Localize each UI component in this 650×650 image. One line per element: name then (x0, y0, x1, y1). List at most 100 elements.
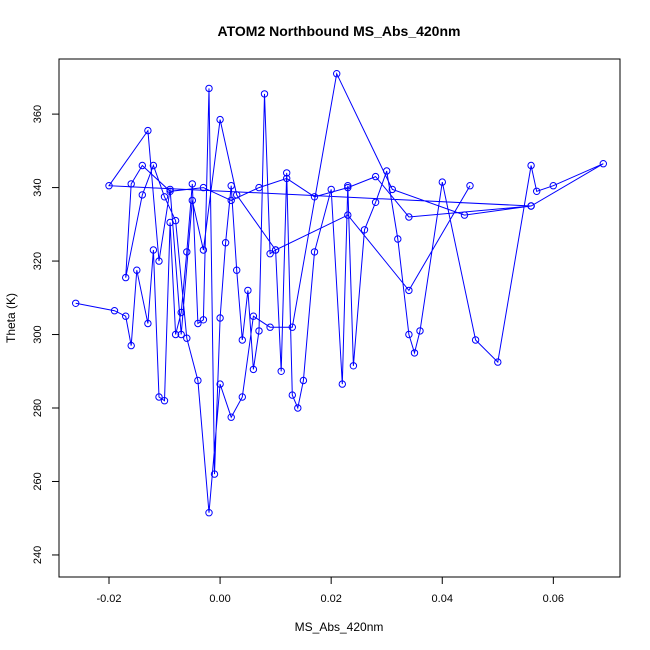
data-point (183, 248, 191, 256)
data-point (166, 185, 174, 194)
data-point (227, 182, 235, 190)
x-tick-label: 0.06 (543, 593, 564, 605)
data-point (160, 193, 169, 201)
data-point (255, 183, 263, 192)
data-point (288, 323, 296, 331)
data-point (344, 211, 352, 219)
data-point (210, 470, 219, 478)
data-point (216, 314, 224, 322)
data-point (194, 319, 202, 328)
data-point (205, 84, 213, 93)
data-point (344, 183, 352, 192)
data-point (438, 178, 446, 186)
data-point (216, 115, 224, 124)
data-point (549, 182, 557, 190)
data-point (216, 380, 224, 388)
data-point (288, 391, 296, 399)
data-point (344, 182, 352, 190)
data-point (110, 307, 119, 315)
data-point (494, 358, 502, 366)
data-point (177, 308, 185, 317)
data-point (349, 362, 358, 370)
data-point (371, 198, 380, 207)
data-point (310, 193, 319, 201)
data-point (144, 126, 152, 135)
data-point (233, 191, 241, 199)
data-point (360, 226, 369, 234)
data-point (283, 174, 291, 183)
data-point (160, 397, 169, 405)
y-tick-label: 240 (32, 546, 44, 564)
data-point (127, 180, 135, 188)
data-point (371, 172, 380, 181)
data-point (138, 191, 147, 199)
data-point (255, 327, 263, 335)
data-point (416, 327, 424, 335)
y-axis: 240 260 280 300 320 340 360 (32, 105, 60, 564)
data-point (205, 509, 213, 517)
data-point (199, 246, 208, 254)
x-tick-label: 0.04 (432, 593, 453, 605)
y-tick-label: 340 (32, 178, 44, 196)
data-point (283, 169, 291, 177)
data-point (233, 266, 241, 274)
data-point (122, 312, 130, 320)
data-point (327, 185, 335, 194)
data-point (299, 376, 308, 385)
data-point (199, 183, 208, 192)
x-axis-label: MS_Abs_420nm (295, 620, 384, 634)
data-point (460, 211, 469, 219)
x-tick-label: 0.02 (320, 593, 341, 605)
data-point (405, 286, 413, 295)
data-point (171, 216, 180, 225)
data-point (249, 365, 258, 374)
data-point (271, 246, 280, 254)
data-point (333, 70, 341, 78)
x-axis: -0.02 0.00 0.02 0.04 0.06 (96, 576, 564, 605)
data-point (166, 187, 174, 196)
data-point (194, 376, 202, 385)
series-layer (72, 70, 607, 517)
y-tick-label: 360 (32, 105, 44, 123)
data-point (471, 336, 480, 344)
data-point (171, 330, 180, 339)
data-point (405, 213, 413, 221)
y-axis-label: Theta (K) (4, 293, 18, 343)
data-point (405, 330, 413, 339)
data-point (183, 334, 191, 342)
data-point (188, 196, 197, 205)
y-tick-label: 300 (32, 325, 44, 343)
data-point (133, 266, 141, 274)
data-point (122, 273, 130, 282)
x-tick-label: -0.02 (96, 593, 121, 605)
data-point (410, 349, 419, 357)
series-line (75, 72, 604, 513)
data-point (383, 167, 391, 175)
data-point (177, 330, 185, 339)
data-point (199, 316, 208, 324)
data-point (249, 312, 258, 320)
data-point (277, 367, 285, 375)
y-tick-label: 280 (32, 399, 44, 417)
data-point (244, 286, 252, 295)
x-tick-label: 0.00 (209, 593, 230, 605)
data-point (138, 161, 147, 170)
data-point (155, 257, 163, 265)
data-point (527, 161, 535, 170)
data-point (310, 248, 319, 256)
data-point (394, 235, 402, 243)
data-point (127, 341, 135, 350)
chart-title: ATOM2 Northbound MS_Abs_420nm (218, 23, 461, 39)
data-point (388, 185, 396, 194)
data-point (144, 319, 152, 328)
data-point (599, 160, 607, 168)
data-point (149, 161, 158, 170)
data-point (72, 299, 80, 307)
data-point (266, 250, 274, 258)
data-point (149, 246, 158, 254)
data-point (155, 393, 163, 401)
data-point (105, 182, 113, 190)
data-point (466, 182, 474, 190)
data-point (221, 239, 230, 247)
